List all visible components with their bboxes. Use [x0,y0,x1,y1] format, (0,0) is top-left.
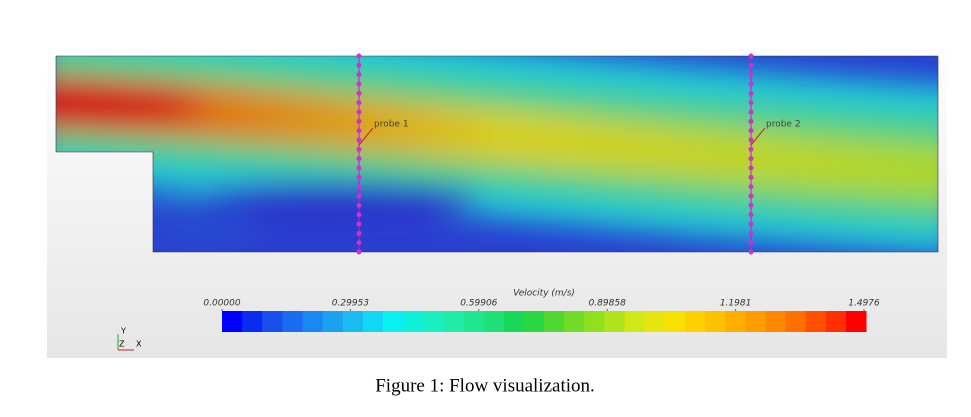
probe-point [748,156,754,162]
colorbar-segment [523,311,545,332]
colorbar-segment [664,311,686,332]
probe-point [748,230,754,236]
probe-point [748,137,754,143]
probe-point [356,156,362,162]
probe-point [356,109,362,115]
probe-point [356,230,362,236]
probe-point [748,184,754,190]
probe-leader [750,127,766,146]
colorbar-segment [503,311,525,332]
colorbar-tick-label: 1.4976 [848,299,880,309]
colorbar-segment [745,311,766,332]
probe-point [356,240,362,246]
colorbar-segment [705,311,726,332]
probe-point [748,221,754,227]
probe-point [356,62,362,68]
colorbar-segment [785,311,807,332]
probe-point [748,240,754,246]
colorbar-segment [262,311,283,332]
probe-point [356,202,362,208]
colorbar-segment [282,311,303,332]
colorbar-segment [222,311,243,332]
probe-point [748,81,754,87]
colorbar-segment [805,311,827,332]
colorbar-segment [684,311,706,332]
colorbar-tick-label: 0.59906 [460,299,497,309]
caption: Figure 1: Flow visualization. [375,375,595,396]
probe-point [356,184,362,190]
probe-point [748,165,754,171]
colorbar-segment [362,311,384,332]
probe-label: probe 1 [374,120,409,130]
probe-point [748,249,754,255]
probe-point [748,62,754,68]
probe-point [748,100,754,106]
probe-point [356,118,362,124]
colorbar-segment [383,311,404,332]
colorbar-segment [825,311,847,332]
axis-label: Y [120,327,126,336]
probe-point [748,72,754,78]
probe-point [356,137,362,143]
colorbar-tick-label: 0.29953 [332,299,369,309]
colorbar-segment [342,311,364,332]
probe-point [356,249,362,255]
colorbar-title: Velocity (m/s) [513,289,575,299]
colorbar-segment [604,311,625,332]
probe-point [356,165,362,171]
colorbar-segment [564,311,585,332]
flow-field [56,56,938,252]
probe-point [356,146,362,152]
probe-point [748,109,754,115]
axis-triad: Y Z X [117,327,142,351]
probe-label: probe 2 [766,120,801,130]
colorbar-segment [242,311,263,332]
probe-point [356,212,362,218]
probe-point [356,128,362,134]
probe-point [748,53,754,59]
probe-point [356,100,362,106]
probe-point [748,90,754,96]
colorbar-segment [845,311,867,332]
colorbar-segment [544,311,565,332]
colorbar-tick-label: 0.89858 [589,299,626,309]
axis-label: X [136,340,142,349]
colorbar-segment [423,311,444,332]
axis-label: Z [119,340,125,349]
colorbar-segment [443,311,464,332]
probe-point [748,118,754,124]
colorbar-segment [725,311,746,332]
colorbar-segment [483,311,505,332]
colorbar-segment [584,311,605,332]
probe-point [356,53,362,59]
colorbar-segment [322,311,344,332]
colorbar-segment [644,311,666,332]
probe-leader [358,127,374,146]
probe-point [748,193,754,199]
probe-point [356,174,362,180]
colorbar-segment [463,311,485,332]
probe-point [748,146,754,152]
colorbar-segment [765,311,786,332]
probe-point [356,90,362,96]
probe-point [748,202,754,208]
colorbar-segment [624,311,646,332]
colorbar-segment [403,311,424,332]
probe-point [356,72,362,78]
probe-point [356,81,362,87]
colorbar-tick-label: 0.00000 [203,299,240,309]
probe-point [748,212,754,218]
colorbar-tick-label: 1.1981 [720,299,752,309]
probe-point [748,174,754,180]
colorbar-segment [302,311,324,332]
probe-point [356,193,362,199]
probe-point [356,221,362,227]
probe-point [748,128,754,134]
